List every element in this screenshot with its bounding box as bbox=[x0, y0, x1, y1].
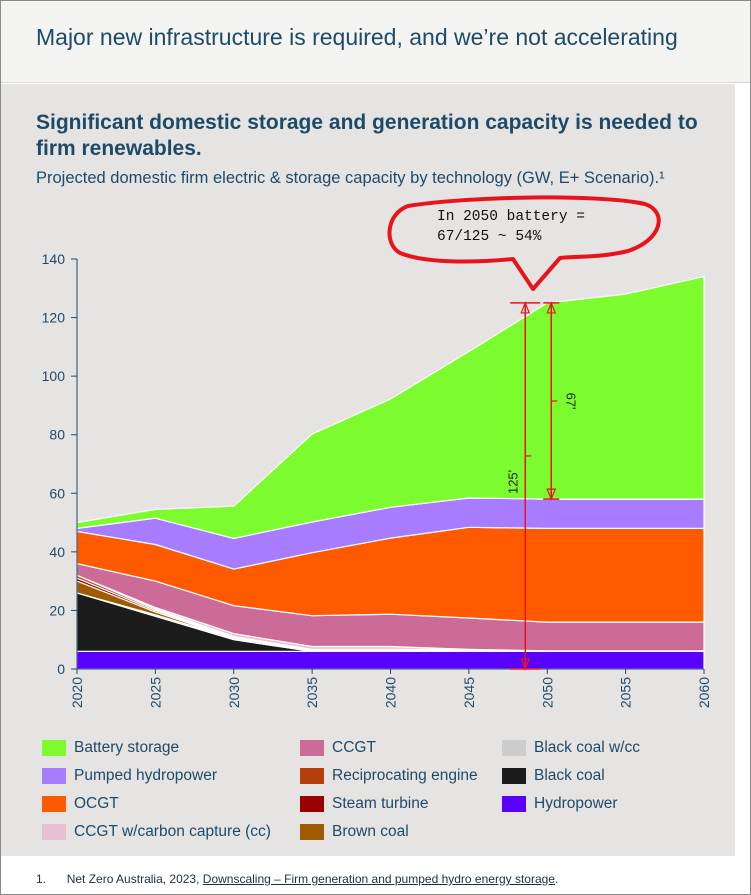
legend-label: Brown coal bbox=[332, 823, 409, 840]
area-hydropower bbox=[76, 650, 705, 670]
x-tick-label: 2060 bbox=[696, 677, 712, 708]
legend-label: Pumped hydropower bbox=[74, 767, 218, 784]
legend-label: Reciprocating engine bbox=[332, 767, 478, 784]
footnote: 1. Net Zero Australia, 2023, Downscaling… bbox=[36, 872, 558, 886]
legend-swatch bbox=[42, 796, 66, 812]
main-title: Significant domestic storage and generat… bbox=[36, 111, 698, 160]
annotation-line-1: In 2050 battery = bbox=[437, 209, 585, 225]
legend-swatch bbox=[300, 796, 324, 812]
chart-subtitle: Projected domestic firm electric & stora… bbox=[36, 169, 665, 187]
total-arrow-down bbox=[520, 658, 531, 671]
legend-swatch bbox=[502, 740, 526, 756]
y-tick-label: 140 bbox=[42, 251, 66, 267]
legend-swatch bbox=[502, 796, 526, 812]
legend-label: CCGT bbox=[332, 739, 376, 756]
header-bar: Major new infrastructure is required, an… bbox=[0, 0, 751, 83]
area-battery-storage bbox=[76, 276, 705, 539]
annotation-bubble bbox=[387, 195, 661, 291]
legend-swatch bbox=[42, 740, 66, 756]
y-tick-label: 60 bbox=[49, 485, 65, 501]
legend-swatch bbox=[502, 768, 526, 784]
handwritten-annotation: In 2050 battery = 67/125 ~ 54% 125' 67' bbox=[387, 195, 661, 671]
y-tick-label: 100 bbox=[42, 368, 66, 384]
total-dimension-label: 125' bbox=[505, 470, 520, 494]
annotation-line-2: 67/125 ~ 54% bbox=[437, 229, 542, 245]
footnote-end: . bbox=[554, 872, 559, 886]
total-arrow-up bbox=[520, 301, 531, 314]
legend-label: Black coal w/cc bbox=[534, 739, 640, 756]
header-title: Major new infrastructure is required, an… bbox=[36, 24, 678, 50]
legend-label: CCGT w/carbon capture (cc) bbox=[74, 823, 271, 840]
x-tick-label: 2040 bbox=[383, 677, 399, 708]
x-tick-label: 2050 bbox=[539, 677, 555, 708]
y-tick-label: 40 bbox=[49, 544, 65, 560]
x-tick-label: 2025 bbox=[147, 677, 163, 708]
x-tick-label: 2055 bbox=[618, 677, 634, 708]
legend-swatch bbox=[300, 740, 324, 756]
battery-arrow-down bbox=[546, 488, 557, 501]
footnote-number: 1. bbox=[36, 872, 47, 886]
area-layers bbox=[76, 276, 705, 670]
x-tick-label: 2035 bbox=[304, 677, 320, 708]
legend-label: Black coal bbox=[534, 767, 605, 784]
legend-swatch bbox=[300, 768, 324, 784]
legend-swatch bbox=[300, 824, 324, 840]
battery-dimension-label: 67' bbox=[563, 393, 578, 410]
x-tick-label: 2030 bbox=[226, 677, 242, 708]
footnote-text: Net Zero Australia, 2023, bbox=[66, 872, 203, 886]
legend-label: Battery storage bbox=[74, 739, 180, 756]
x-tick-label: 2045 bbox=[461, 677, 477, 708]
legend-label: OCGT bbox=[74, 795, 119, 812]
y-tick-label: 80 bbox=[49, 427, 65, 443]
y-tick-label: 0 bbox=[57, 661, 65, 677]
legend-label: Hydropower bbox=[534, 795, 618, 812]
legend-swatch bbox=[42, 768, 66, 784]
legend-swatch bbox=[42, 824, 66, 840]
x-tick-label: 2020 bbox=[69, 677, 85, 708]
y-tick-label: 120 bbox=[42, 310, 66, 326]
battery-arrow-up bbox=[546, 301, 557, 314]
chart-legend: Battery storage Pumped hydropower OCGT CCGT… bbox=[42, 738, 722, 850]
y-tick-label: 20 bbox=[49, 602, 65, 618]
footnote-link[interactable]: Downscaling – Firm generation and pumped… bbox=[202, 872, 555, 886]
legend-label: Steam turbine bbox=[332, 795, 429, 812]
